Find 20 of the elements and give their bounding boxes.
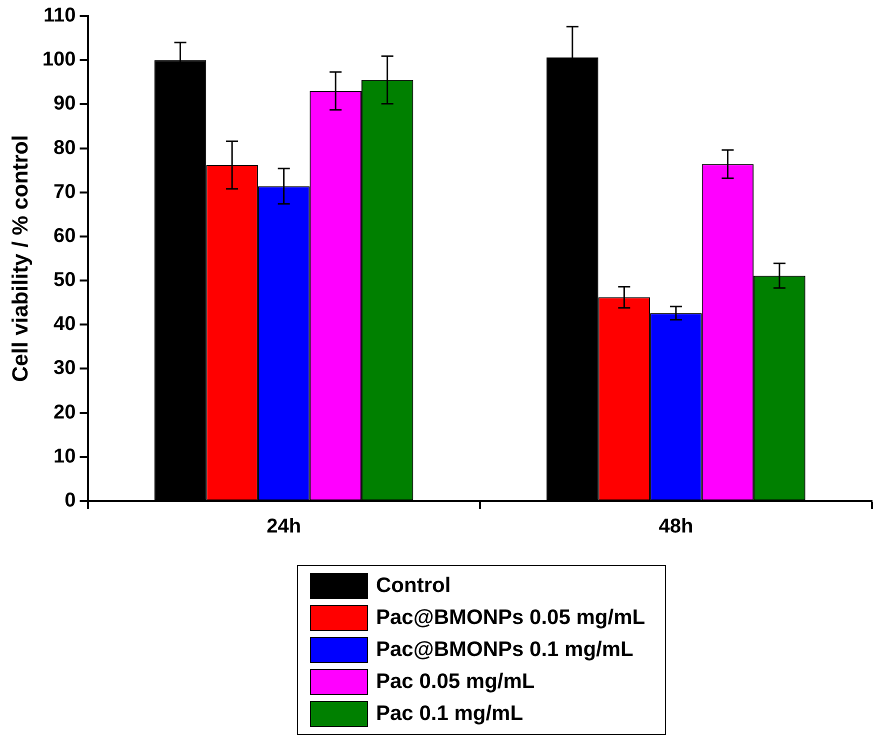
y-tick-label: 110 [44, 4, 76, 27]
y-tick-label: 90 [54, 92, 76, 115]
x-tick-label: 24h [266, 516, 302, 538]
y-tick-label: 10 [54, 445, 76, 468]
y-tick-label: 70 [54, 180, 76, 203]
legend-label: Pac 0.05 mg/mL [376, 670, 535, 694]
y-axis-title: Cell viability / % control [7, 135, 32, 382]
y-tick-label: 80 [54, 136, 76, 159]
x-tick-label: 48h [658, 516, 694, 538]
y-tick-label: 60 [54, 224, 76, 247]
y-tick-label: 30 [54, 357, 76, 380]
y-tick-label: 20 [54, 401, 76, 424]
legend-label: Pac@BMONPs 0.1 mg/mL [376, 638, 634, 662]
y-tick-label: 40 [54, 313, 76, 336]
legend-label: Pac@BMONPs 0.05 mg/mL [376, 606, 646, 630]
y-tick-label: 0 [64, 490, 76, 512]
y-tick-label: 50 [54, 269, 76, 292]
legend-label: Pac 0.1 mg/mL [376, 702, 524, 726]
y-tick-label: 100 [42, 48, 76, 71]
legend-label: Control [376, 574, 451, 598]
